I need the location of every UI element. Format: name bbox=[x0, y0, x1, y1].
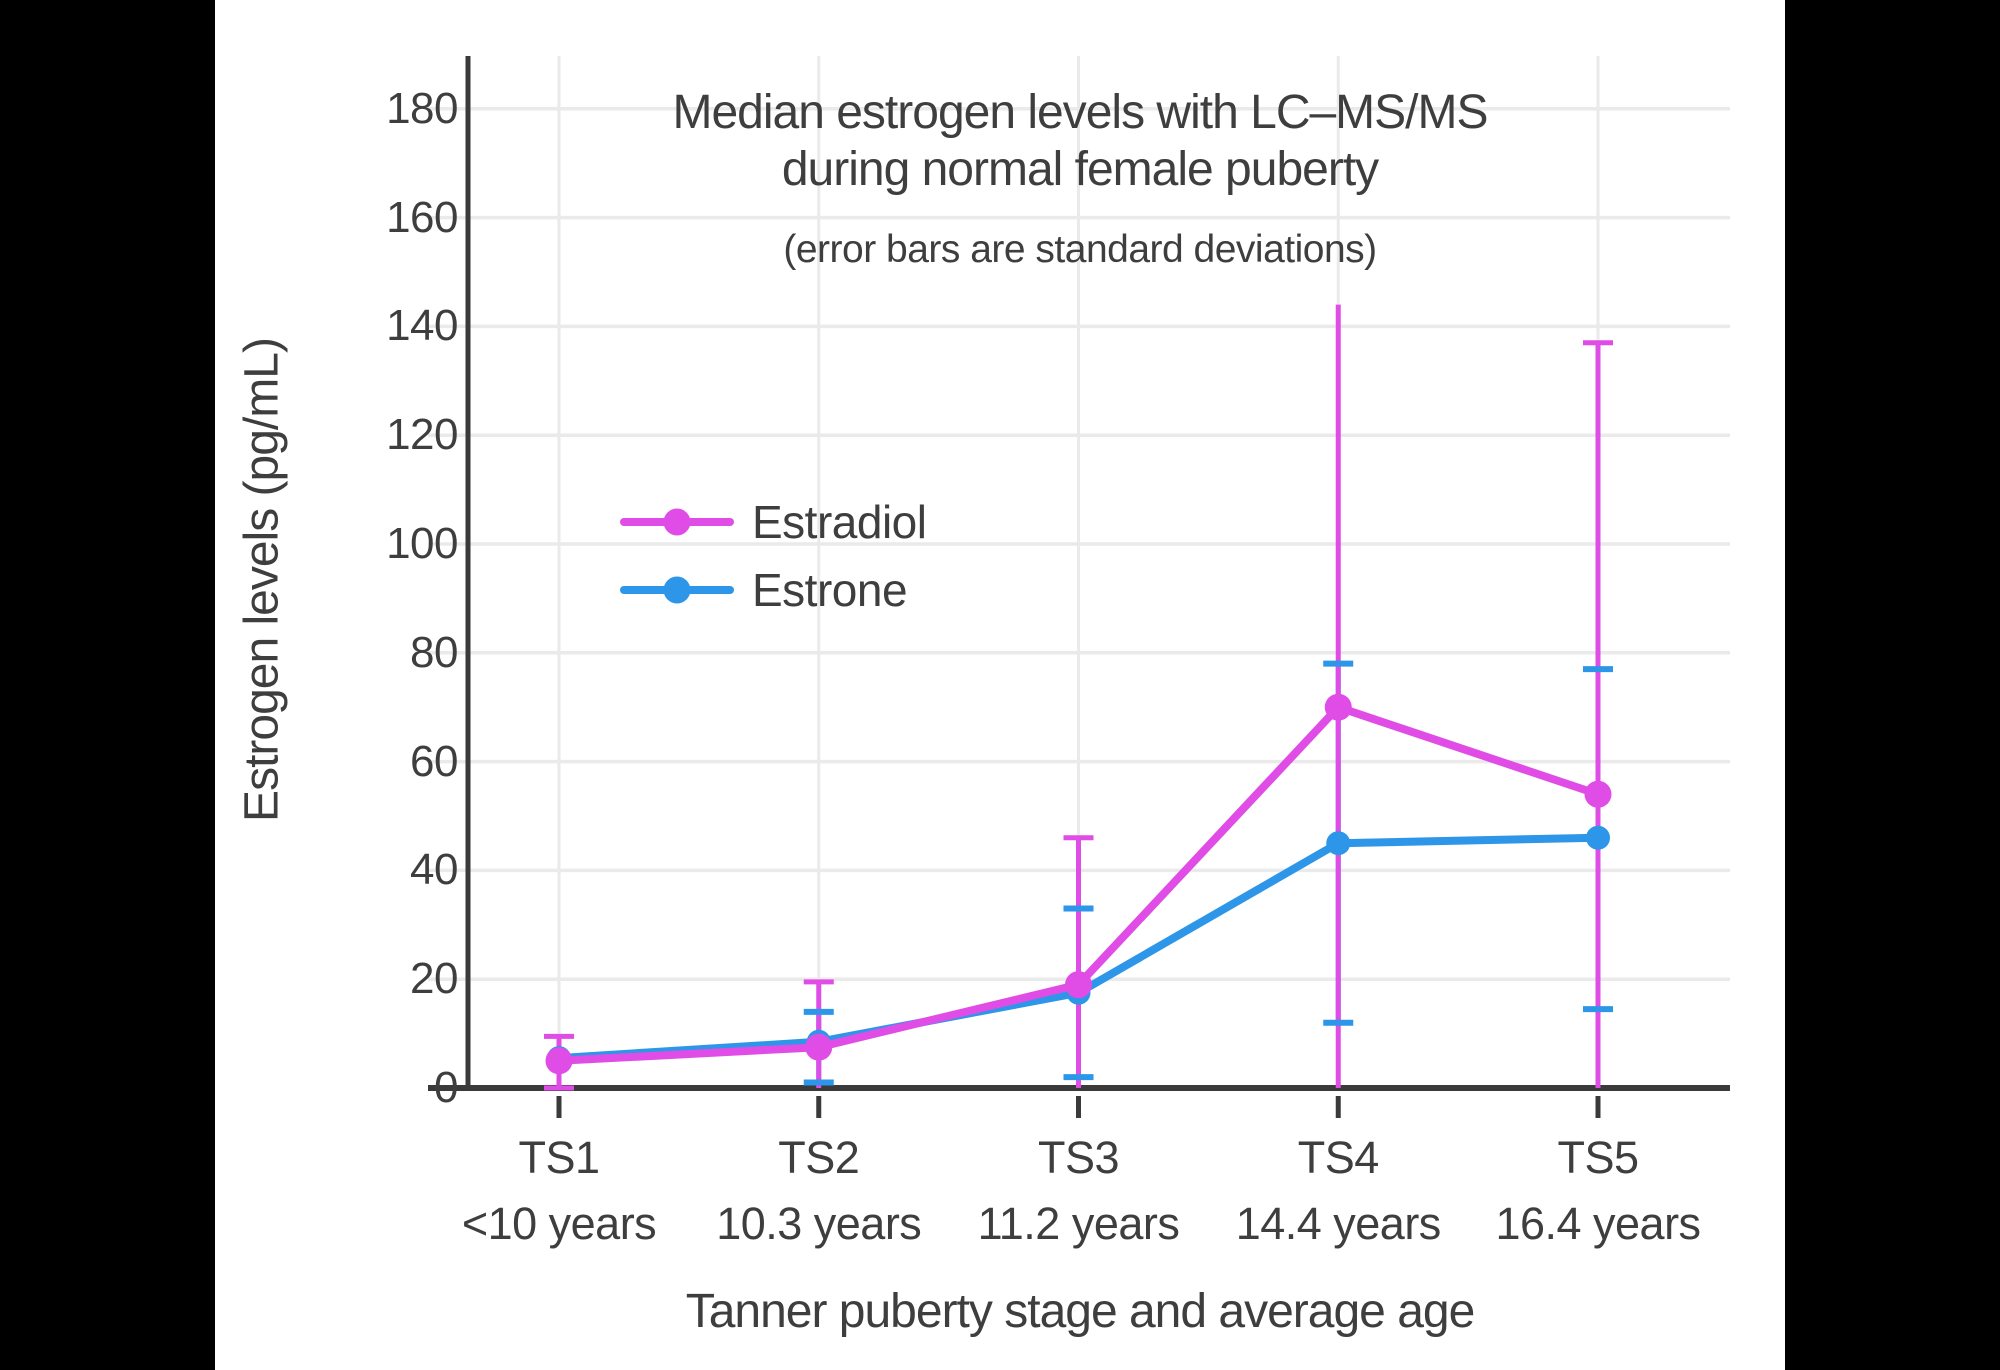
marker-estrone-ts4 bbox=[1326, 831, 1351, 856]
x-tick-age-ts1: <10 years bbox=[461, 1198, 657, 1249]
x-tick-stage-ts1: TS1 bbox=[518, 1132, 600, 1183]
chart-title-line2: during normal female puberty bbox=[781, 143, 1379, 196]
x-tick-age-ts2: 10.3 years bbox=[716, 1198, 922, 1249]
marker-estradiol-ts2 bbox=[805, 1033, 833, 1061]
x-tick-stage-ts4: TS4 bbox=[1297, 1132, 1380, 1183]
y-tick-label-100: 100 bbox=[386, 519, 458, 568]
x-tick-age-ts5: 16.4 years bbox=[1495, 1198, 1701, 1249]
legend: Estradiol Estrone bbox=[620, 496, 927, 633]
y-tick-label-20: 20 bbox=[410, 954, 458, 1004]
marker-estradiol-ts3 bbox=[1065, 971, 1092, 999]
legend-item-estrone: Estrone bbox=[620, 565, 926, 615]
y-tick-label-180: 180 bbox=[386, 83, 458, 133]
chart-title: Median estrogen levels with LC–MS/MS dur… bbox=[430, 84, 1730, 198]
y-tick-label-60: 60 bbox=[410, 736, 458, 786]
marker-estradiol-ts4 bbox=[1324, 693, 1352, 721]
y-tick-label-0: 0 bbox=[434, 1063, 458, 1112]
legend-label-estradiol: Estradiol bbox=[752, 496, 927, 548]
y-tick-label-120: 120 bbox=[386, 410, 458, 460]
x-tick-age-ts3: 11.2 years bbox=[977, 1198, 1180, 1249]
marker-estrone-ts5 bbox=[1586, 825, 1610, 850]
chart-panel bbox=[215, 0, 1785, 1370]
marker-estradiol-ts1 bbox=[545, 1047, 573, 1075]
estradiol-line-swatch bbox=[620, 508, 734, 536]
x-tick-stage-ts2: TS2 bbox=[778, 1132, 860, 1183]
legend-item-estradiol: Estradiol bbox=[620, 496, 927, 548]
chart-subtitle: (error bars are standard deviations) bbox=[783, 228, 1377, 271]
y-tick-label-160: 160 bbox=[386, 192, 458, 242]
legend-label-estrone: Estrone bbox=[752, 564, 908, 616]
estradiol-marker-swatch bbox=[663, 508, 691, 536]
chart-title-line1: Median estrogen levels with LC–MS/MS bbox=[672, 86, 1488, 139]
estrone-marker-swatch bbox=[663, 576, 691, 604]
marker-estradiol-ts5 bbox=[1584, 780, 1612, 808]
x-tick-stage-ts5: TS5 bbox=[1557, 1132, 1639, 1183]
estrone-line-swatch bbox=[620, 576, 734, 604]
y-tick-label-80: 80 bbox=[410, 627, 458, 677]
x-tick-stage-ts3: TS3 bbox=[1037, 1132, 1120, 1183]
x-tick-age-ts4: 14.4 years bbox=[1235, 1198, 1442, 1249]
x-axis-title: Tanner puberty stage and average age bbox=[685, 1285, 1476, 1338]
y-tick-label-140: 140 bbox=[386, 301, 458, 351]
y-tick-label-40: 40 bbox=[410, 845, 458, 895]
